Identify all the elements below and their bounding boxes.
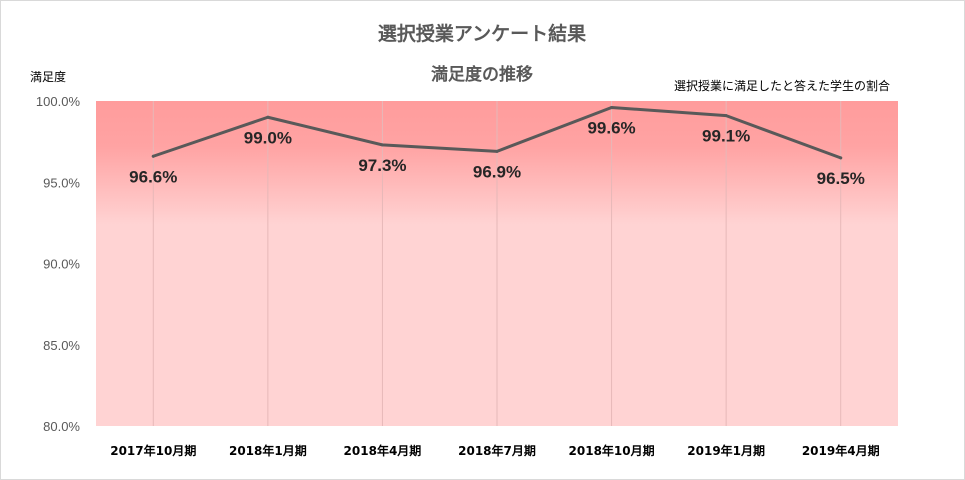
- y-axis-ticks: 80.0% 85.0% 90.0% 95.0% 100.0%: [36, 94, 81, 434]
- y-axis-label: 満足度: [30, 69, 66, 84]
- chart-annotation: 選択授業に満足したと答えた学生の割合: [674, 78, 890, 93]
- data-label: 96.5%: [817, 169, 865, 188]
- data-point: [266, 115, 270, 119]
- y-tick-label: 100.0%: [36, 94, 81, 109]
- series-satisfaction: [151, 106, 843, 160]
- x-tick-label: 2018年10月期: [569, 443, 655, 458]
- data-label: 99.0%: [244, 128, 292, 147]
- y-tick-label: 85.0%: [43, 338, 80, 353]
- data-point: [724, 114, 728, 118]
- data-point: [380, 143, 384, 147]
- data-point: [610, 106, 614, 109]
- data-label: 96.9%: [473, 162, 521, 181]
- x-tick-label: 2018年4月期: [344, 443, 422, 458]
- data-label: 97.3%: [358, 156, 406, 175]
- data-label: 99.6%: [587, 119, 635, 138]
- data-point: [495, 149, 499, 153]
- chart-subtitle: 満足度の推移: [431, 64, 533, 85]
- x-axis-ticks: 2017年10月期 2018年1月期 2018年4月期 2018年7月期 2018年10…: [110, 443, 879, 458]
- data-point: [151, 154, 155, 158]
- data-labels: 96.6% 99.0% 97.3% 96.9% 99.6% 99.1% 96.5%: [129, 119, 865, 188]
- x-tick-label: 2019年1月期: [687, 443, 765, 458]
- x-tick-label: 2017年10月期: [110, 443, 196, 458]
- gridlines: [152, 101, 842, 426]
- chart-title: 選択授業アンケート結果: [378, 22, 586, 45]
- data-label: 99.1%: [702, 127, 750, 146]
- data-label: 96.6%: [129, 167, 177, 186]
- data-point: [839, 156, 843, 160]
- x-tick-label: 2018年7月期: [458, 443, 536, 458]
- y-tick-label: 80.0%: [43, 419, 80, 434]
- y-tick-label: 95.0%: [43, 175, 80, 190]
- x-tick-label: 2018年1月期: [229, 443, 307, 458]
- x-tick-label: 2019年4月期: [802, 443, 880, 458]
- y-tick-label: 90.0%: [43, 257, 80, 272]
